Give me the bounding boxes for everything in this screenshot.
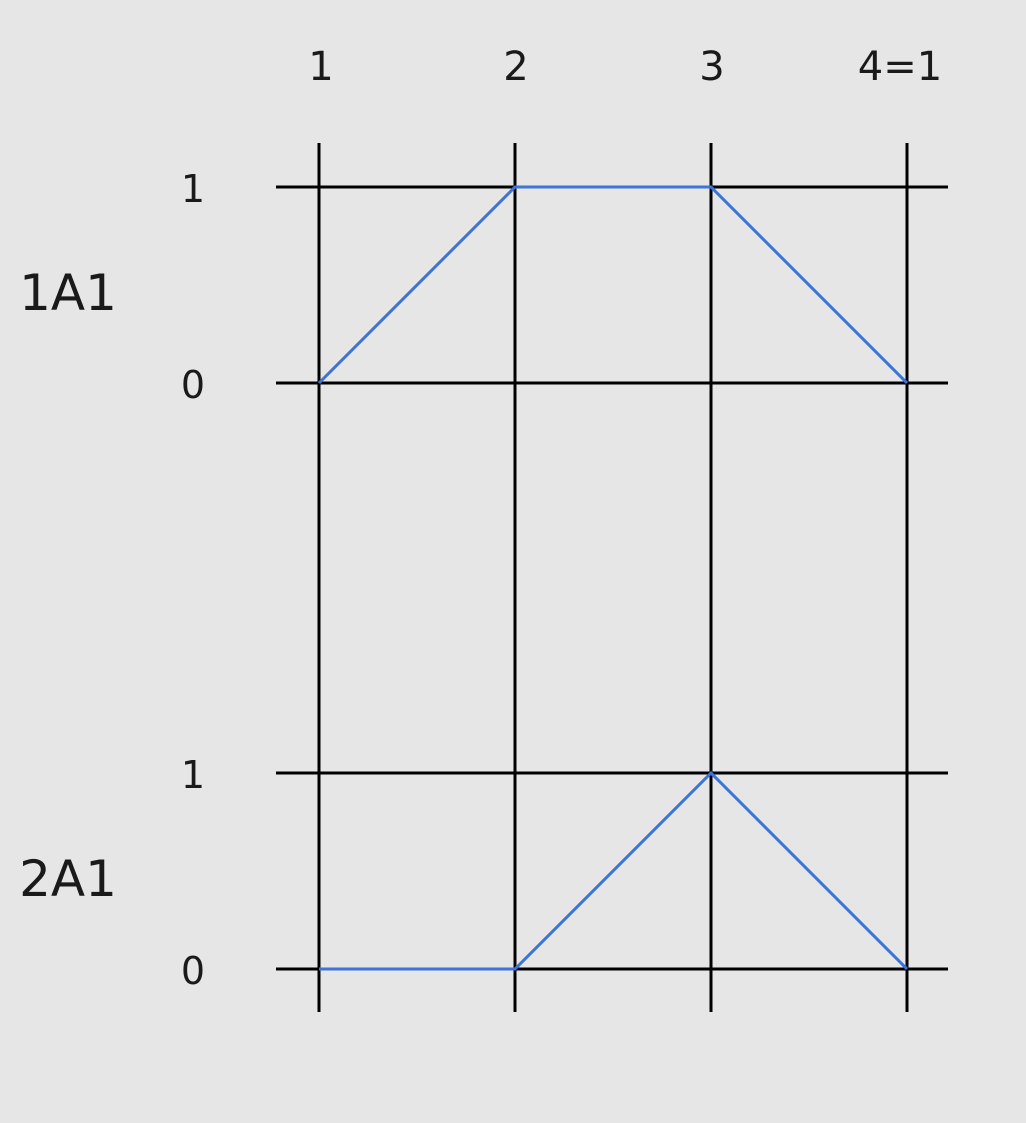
row-2a1-label: 2A1 <box>19 850 117 908</box>
step-label-2: 2 <box>503 44 528 90</box>
step-label-4: 4=1 <box>858 44 942 90</box>
row-2a1-high-label: 1 <box>181 753 205 797</box>
row-1a1: 1 0 1A1 <box>19 167 948 407</box>
row-1a1-low-label: 0 <box>181 363 205 407</box>
row-1a1-high-label: 1 <box>181 167 205 211</box>
row-2a1-signal <box>319 770 909 971</box>
row-2a1-low-label: 0 <box>181 949 205 993</box>
step-label-1: 1 <box>308 44 333 90</box>
row-1a1-label: 1A1 <box>19 264 117 322</box>
row-2a1: 1 0 2A1 <box>19 753 948 993</box>
step-label-3: 3 <box>699 44 724 90</box>
row-1a1-signal <box>317 185 909 385</box>
